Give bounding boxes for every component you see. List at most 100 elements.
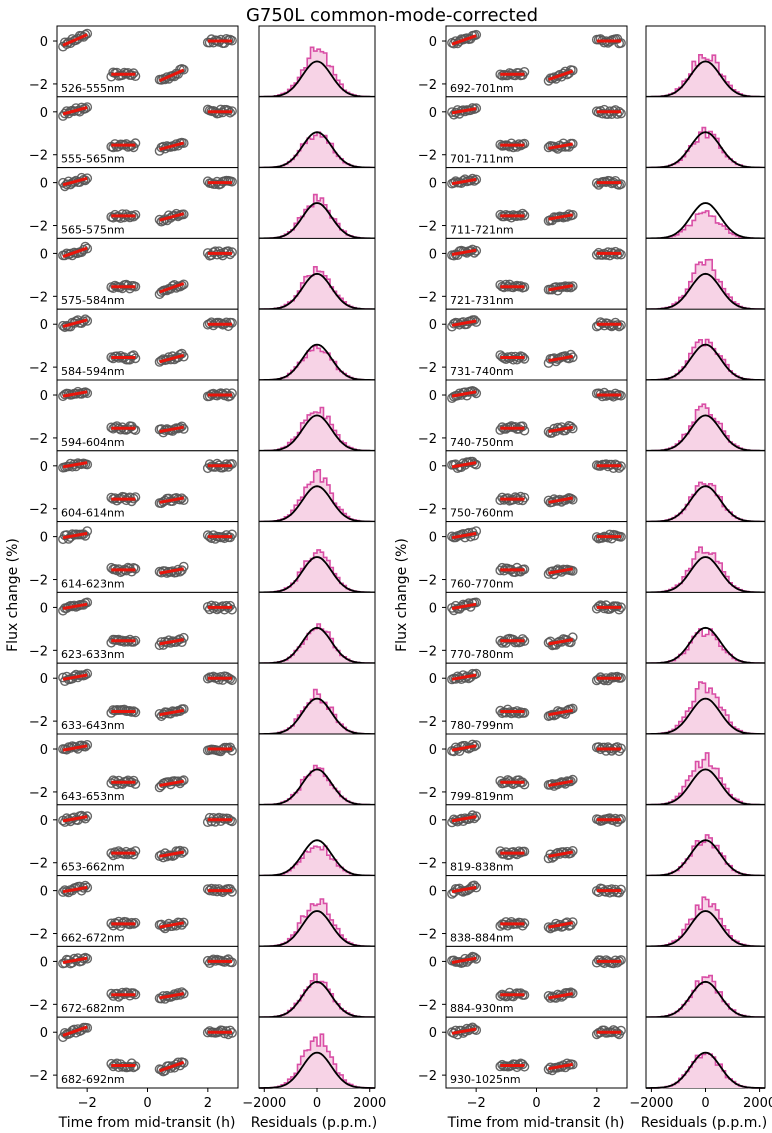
y-tick-label: −2 bbox=[418, 503, 437, 518]
data-point bbox=[593, 742, 604, 752]
residual-histogram-fill bbox=[648, 404, 763, 451]
model-fit-line bbox=[159, 212, 185, 222]
gaussian-curve bbox=[646, 414, 765, 452]
orbit-points-orbit-4 bbox=[591, 600, 626, 615]
y-tick-label: −2 bbox=[29, 786, 48, 801]
data-point bbox=[82, 28, 93, 39]
model-fit-line bbox=[159, 353, 185, 364]
bin-label: 653-662nm bbox=[61, 861, 125, 874]
bin-label: 838-884nm bbox=[450, 931, 514, 944]
orbit-points-orbit-3 bbox=[154, 492, 189, 509]
orbit-points-orbit-1 bbox=[447, 244, 482, 261]
data-point bbox=[60, 322, 70, 333]
data-point bbox=[178, 775, 189, 786]
data-point bbox=[80, 29, 91, 40]
model-fit-line bbox=[159, 638, 184, 646]
data-point bbox=[567, 846, 578, 856]
orbit-points-orbit-4 bbox=[202, 671, 237, 686]
x-tick-label: 2000 bbox=[353, 1096, 386, 1111]
gaussian-curve bbox=[646, 626, 765, 665]
data-point bbox=[469, 952, 480, 963]
y-tick-label: 0 bbox=[40, 601, 48, 616]
x-axis-label-right-lightcurve: Time from mid-transit (h) bbox=[447, 1115, 625, 1131]
orbit-points-orbit-2 bbox=[106, 846, 141, 861]
gaussian-curve bbox=[646, 697, 765, 735]
orbit-points-orbit-1 bbox=[447, 526, 482, 543]
orbit-points-orbit-2 bbox=[106, 491, 141, 507]
bin-label: 682-692nm bbox=[61, 1073, 125, 1086]
data-point bbox=[565, 349, 576, 360]
y-tick-label: −2 bbox=[418, 1069, 437, 1084]
data-point bbox=[519, 846, 530, 857]
orbit-points-orbit-3 bbox=[154, 279, 189, 300]
data-point bbox=[601, 250, 611, 260]
orbit-points-orbit-1 bbox=[447, 29, 482, 49]
data-point bbox=[567, 65, 578, 76]
data-point bbox=[471, 597, 482, 608]
orbit-points-orbit-3 bbox=[543, 987, 578, 1003]
data-point bbox=[517, 421, 528, 432]
y-tick-label: 0 bbox=[429, 885, 437, 900]
data-point bbox=[614, 463, 624, 473]
orbit-points-orbit-2 bbox=[106, 916, 141, 932]
model-fit-line bbox=[62, 956, 88, 964]
data-point bbox=[225, 884, 236, 894]
orbit-points-orbit-3 bbox=[543, 917, 578, 934]
y-tick-label: 0 bbox=[40, 531, 48, 546]
y-tick-label: 0 bbox=[40, 955, 48, 970]
model-fit-line bbox=[451, 34, 477, 46]
residual-histogram-fill bbox=[648, 682, 763, 734]
orbit-points-orbit-1 bbox=[58, 668, 93, 686]
y-tick-label: −2 bbox=[418, 78, 437, 93]
data-point bbox=[80, 880, 91, 891]
y-tick-label: 0 bbox=[40, 885, 48, 900]
orbit-points-orbit-3 bbox=[543, 703, 578, 722]
gaussian-curve bbox=[646, 60, 765, 98]
orbit-points-orbit-4 bbox=[202, 246, 237, 261]
bin-label: 614-623nm bbox=[61, 577, 125, 590]
model-fit-line bbox=[451, 531, 477, 540]
data-point bbox=[471, 526, 482, 536]
bin-label: 770-780nm bbox=[450, 648, 514, 661]
y-tick-label: 0 bbox=[429, 177, 437, 192]
data-point bbox=[564, 209, 574, 220]
y-tick-label: −2 bbox=[418, 857, 437, 872]
data-point bbox=[601, 459, 611, 470]
bin-label: 930-1025nm bbox=[450, 1073, 521, 1086]
bin-label: 662-672nm bbox=[61, 931, 125, 944]
orbit-points-orbit-4 bbox=[202, 458, 237, 474]
model-fit-line bbox=[548, 567, 573, 575]
y-tick-label: −2 bbox=[418, 644, 437, 659]
orbit-points-orbit-1 bbox=[58, 1022, 93, 1043]
data-point bbox=[471, 740, 482, 750]
model-fit-line bbox=[548, 779, 573, 787]
x-axis-label-left-lightcurve: Time from mid-transit (h) bbox=[58, 1115, 236, 1131]
gaussian-curve bbox=[259, 414, 375, 452]
orbit-points-orbit-4 bbox=[202, 317, 237, 332]
gaussian-curve bbox=[646, 343, 765, 381]
data-point bbox=[130, 492, 141, 502]
gaussian-curve bbox=[646, 839, 765, 877]
model-fit-line bbox=[62, 246, 88, 259]
x-tick-label: 2 bbox=[593, 1096, 601, 1111]
x-axis-label-left-residuals: Residuals (p.p.m.) bbox=[251, 1115, 378, 1131]
data-point bbox=[614, 321, 624, 332]
bin-label: 594-604nm bbox=[61, 436, 125, 449]
orbit-points-orbit-4 bbox=[202, 954, 237, 968]
data-point bbox=[175, 845, 185, 856]
panel-grid: 526-555nm 0 −2 555-565nm 0 −2 565-575nm 0 −2 575-… bbox=[29, 25, 772, 1111]
model-fit-line bbox=[159, 282, 185, 294]
model-fit-line bbox=[451, 390, 477, 398]
orbit-points-orbit-1 bbox=[58, 172, 93, 192]
orbit-points-orbit-1 bbox=[58, 880, 93, 898]
bin-label: 780-799nm bbox=[450, 719, 514, 732]
data-point bbox=[123, 988, 133, 998]
model-fit-line bbox=[548, 496, 573, 504]
model-fit-line bbox=[62, 744, 88, 752]
data-point bbox=[616, 1025, 626, 1036]
model-fit-line bbox=[548, 708, 573, 717]
residual-histogram-fill bbox=[648, 752, 763, 805]
model-fit-line bbox=[548, 850, 573, 858]
data-point bbox=[130, 846, 141, 856]
data-point bbox=[567, 632, 578, 643]
